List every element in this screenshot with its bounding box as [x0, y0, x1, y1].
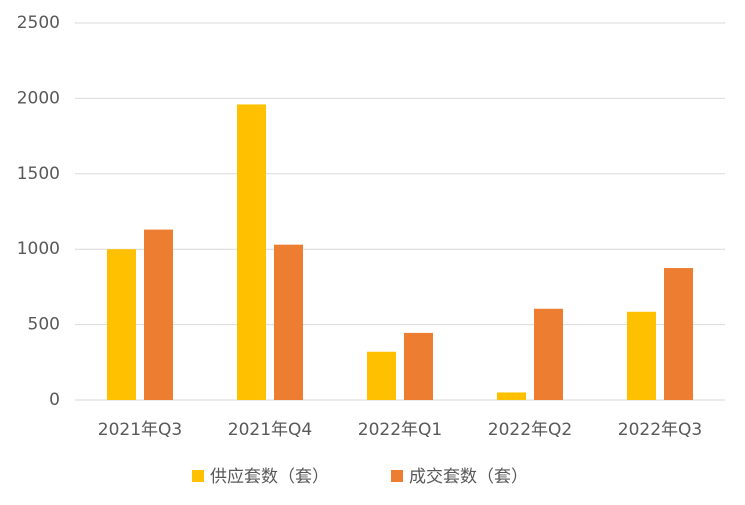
- x-tick-label: 2022年Q3: [618, 420, 702, 440]
- y-tick-label: 1000: [17, 239, 60, 259]
- bar: [144, 229, 173, 400]
- bar: [534, 308, 563, 400]
- bar: [627, 311, 656, 400]
- y-tick-label: 1500: [17, 164, 60, 184]
- legend-label: 成交套数（套）: [409, 467, 528, 487]
- x-tick-label: 2021年Q4: [228, 420, 312, 440]
- legend-swatch: [192, 470, 204, 482]
- bar: [274, 244, 303, 400]
- x-tick-label: 2022年Q2: [488, 420, 572, 440]
- x-tick-label: 2022年Q1: [358, 420, 442, 440]
- y-tick-label: 2000: [17, 88, 60, 108]
- bar: [237, 104, 266, 400]
- bar: [497, 392, 526, 400]
- bar: [367, 351, 396, 400]
- bar: [404, 332, 433, 400]
- y-tick-label: 2500: [17, 13, 60, 33]
- bar: [107, 249, 136, 400]
- y-tick-label: 500: [28, 315, 60, 335]
- y-tick-label: 0: [49, 390, 60, 410]
- bar: [664, 268, 693, 400]
- x-tick-label: 2021年Q3: [98, 420, 182, 440]
- legend-swatch: [391, 470, 403, 482]
- legend-label: 供应套数（套）: [210, 467, 329, 487]
